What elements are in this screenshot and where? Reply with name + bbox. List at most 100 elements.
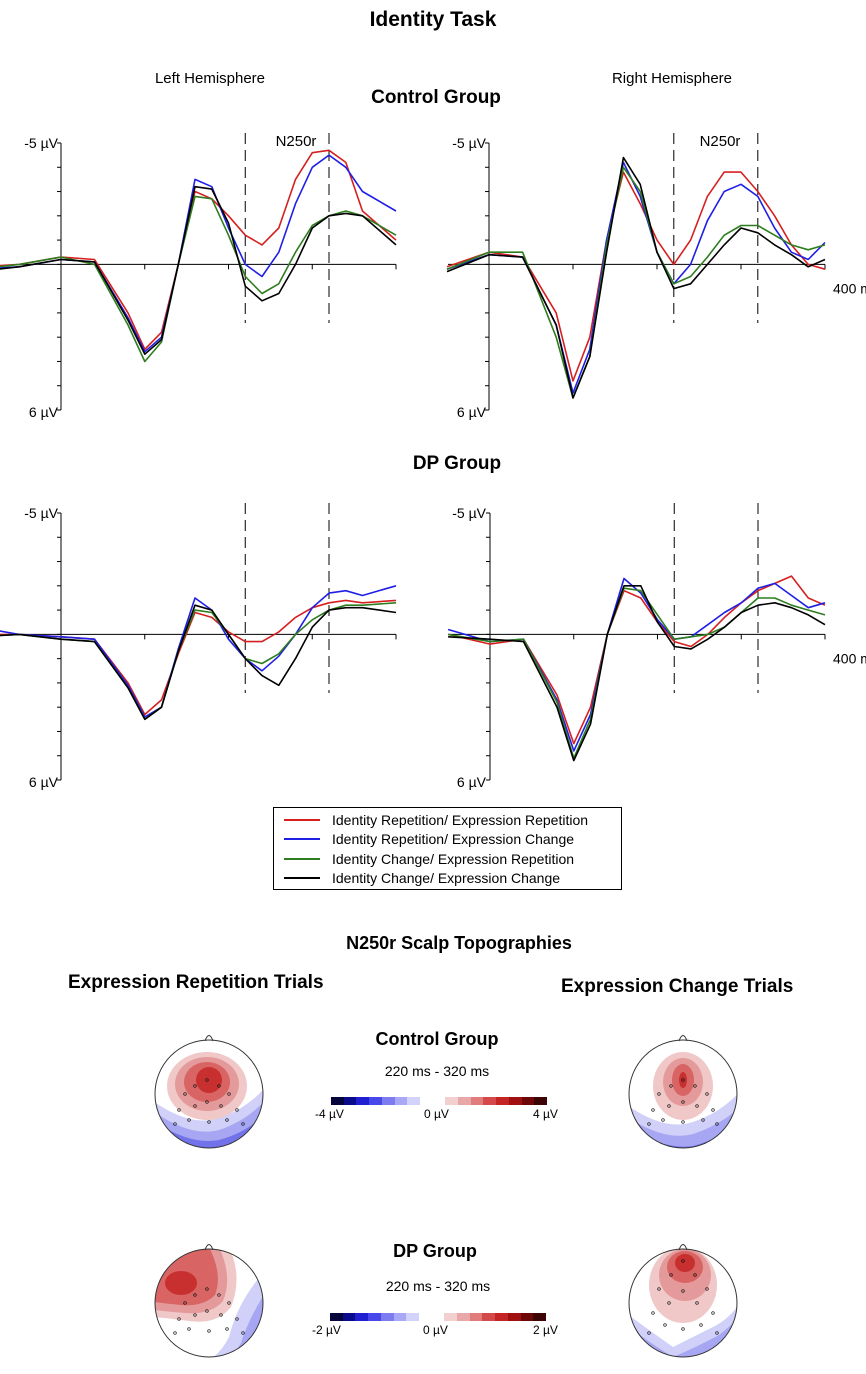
erp-waveform-2	[447, 577, 826, 752]
right-hemisphere-label: Right Hemisphere	[611, 70, 733, 87]
colorbar-step	[444, 1313, 458, 1321]
colorbar-step	[458, 1097, 471, 1105]
colorbar-step	[469, 1313, 483, 1321]
colorbar-step	[457, 1313, 470, 1321]
legend: Identity Repetition/ Expression Repetiti…	[273, 807, 622, 890]
colorbar-step	[394, 1097, 408, 1105]
legend-swatch-red	[284, 818, 320, 821]
erp-waveform-3	[0, 602, 397, 721]
erp-waveform-4	[448, 585, 826, 762]
erp-waveform-4	[446, 156, 826, 399]
colorbar-step	[533, 1313, 546, 1321]
colorbar-step	[534, 1097, 547, 1105]
colorbar-step	[380, 1313, 394, 1321]
legend-swatch-green	[284, 857, 320, 860]
topographies-title: N250r Scalp Topographies	[346, 933, 572, 953]
colorbar-step	[470, 1097, 484, 1105]
colorbar-dp-min: -2 µV	[312, 1323, 341, 1337]
colorbar-step	[496, 1097, 509, 1105]
colorbar-control	[331, 1097, 547, 1105]
colorbar-step	[521, 1097, 535, 1105]
erp-waveform-3	[447, 587, 826, 760]
colorbar-step	[432, 1097, 446, 1105]
topo-dp-group-label: DP Group	[393, 1241, 477, 1261]
dp-group-heading: DP Group	[412, 453, 502, 474]
scalp-map-control-repetition	[154, 1035, 264, 1149]
erp-waveform-1	[447, 575, 826, 745]
colorbar-step	[407, 1097, 420, 1105]
erp-panel-control-right: -5 µV 6 µV 400 ms N250r	[446, 133, 866, 420]
colorbar-step	[342, 1313, 356, 1321]
colorbar-step	[520, 1313, 534, 1321]
colorbar-control-max: 4 µV	[533, 1107, 558, 1121]
colorbar-step	[331, 1097, 344, 1105]
legend-item: Identity Repetition/ Expression Repetiti…	[284, 810, 588, 829]
legend-item: Identity Repetition/ Expression Change	[284, 829, 574, 848]
colorbar-step	[369, 1097, 382, 1105]
x-end-label: 400 ms	[833, 650, 866, 666]
expression-change-heading: Expression Change Trials	[561, 976, 794, 997]
erp-waveform-2	[0, 154, 397, 353]
colorbar-step	[445, 1097, 459, 1105]
erp-panel-control-left: -5 µV 6 µV N250r	[0, 133, 397, 420]
erp-panel-dp-right: -5 µV 6 µV 400 ms	[447, 503, 866, 790]
erp-waveform-4	[0, 604, 397, 721]
erp-waveform-1	[0, 599, 397, 716]
colorbar-control-mid: 0 µV	[424, 1107, 449, 1121]
colorbar-dp-max: 2 µV	[533, 1323, 558, 1337]
colorbar-step	[393, 1313, 407, 1321]
legend-label: Identity Repetition/ Expression Repetiti…	[332, 811, 589, 828]
colorbar-step	[419, 1097, 433, 1105]
y-top-label: -5 µV	[452, 505, 486, 521]
legend-swatch-black	[284, 876, 320, 879]
n250r-label: N250r	[276, 133, 317, 150]
legend-label: Identity Change/ Expression Repetition	[332, 850, 575, 867]
y-bottom-label: 6 µV	[29, 774, 59, 790]
colorbar-step	[482, 1313, 496, 1321]
y-top-label: -5 µV	[452, 135, 486, 151]
expression-repetition-heading: Expression Repetition Trials	[68, 972, 324, 993]
y-top-label: -5 µV	[24, 505, 58, 521]
erp-waveform-3	[446, 166, 826, 399]
colorbar-step	[381, 1097, 395, 1105]
topo-control-group-label: Control Group	[375, 1029, 499, 1049]
scalp-map-dp-change	[628, 1244, 738, 1358]
y-bottom-label: 6 µV	[29, 404, 59, 420]
figure-title: Identity Task	[369, 8, 497, 31]
legend-label: Identity Repetition/ Expression Change	[332, 830, 575, 847]
colorbar-step	[368, 1313, 381, 1321]
x-end-label: 400 ms	[833, 280, 866, 296]
colorbar-step	[507, 1313, 521, 1321]
legend-label: Identity Change/ Expression Change	[332, 869, 561, 886]
legend-item: Identity Change/ Expression Repetition	[284, 849, 574, 868]
colorbar-step	[343, 1097, 357, 1105]
control-group-heading: Control Group	[371, 87, 501, 108]
colorbar-step	[495, 1313, 508, 1321]
legend-item: Identity Change/ Expression Change	[284, 868, 560, 887]
colorbar-step	[356, 1097, 370, 1105]
colorbar-step	[508, 1097, 522, 1105]
y-top-label: -5 µV	[24, 135, 58, 151]
colorbar-step	[355, 1313, 369, 1321]
colorbar-step	[483, 1097, 497, 1105]
left-hemisphere-label: Left Hemisphere	[154, 70, 266, 87]
colorbar-dp	[330, 1313, 546, 1321]
colorbar-step	[330, 1313, 343, 1321]
erp-waveform-1	[446, 171, 826, 382]
y-bottom-label: 6 µV	[457, 404, 487, 420]
erp-panel-dp-left: -5 µV 6 µV	[0, 503, 397, 790]
colorbar-step	[418, 1313, 432, 1321]
erp-waveform-4	[0, 185, 397, 355]
colorbar-control-min: -4 µV	[315, 1107, 344, 1121]
y-bottom-label: 6 µV	[457, 774, 487, 790]
topo-dp-time-window: 220 ms - 320 ms	[385, 1278, 491, 1294]
topo-control-time-window: 220 ms - 320 ms	[384, 1063, 490, 1079]
colorbar-step	[406, 1313, 419, 1321]
colorbar-dp-mid: 0 µV	[423, 1323, 448, 1337]
colorbar-step	[431, 1313, 445, 1321]
scalp-map-dp-repetition	[154, 1244, 264, 1358]
scalp-map-control-change	[628, 1035, 738, 1149]
legend-swatch-blue	[284, 837, 320, 840]
n250r-label: N250r	[700, 133, 741, 150]
